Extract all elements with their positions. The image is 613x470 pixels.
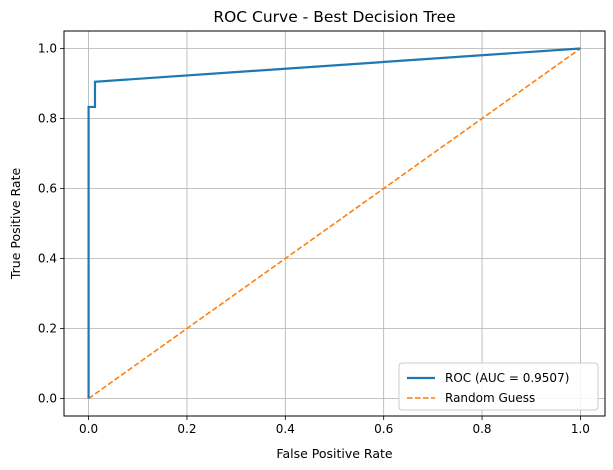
y-tick-label: 0.8 [38, 112, 57, 126]
y-tick-label: 0.6 [38, 182, 57, 196]
x-tick-label: 0.0 [79, 422, 98, 436]
x-tick-label: 1.0 [571, 422, 590, 436]
legend: ROC (AUC = 0.9507) Random Guess [398, 362, 599, 411]
series-layer [87, 47, 581, 400]
y-tick-label: 1.0 [38, 42, 57, 56]
y-axis-label: True Positive Rate [8, 168, 23, 281]
ticks: 0.0 0.2 0.4 0.6 0.8 1.0 0.0 0.2 0.4 0.6 0.8 1.0 [38, 42, 590, 437]
y-tick-label: 0.4 [38, 252, 57, 266]
x-tick-label: 0.2 [177, 422, 196, 436]
legend-label-random-guess: Random Guess [445, 391, 535, 405]
x-tick-label: 0.6 [374, 422, 393, 436]
legend-label-roc: ROC (AUC = 0.9507) [445, 371, 569, 385]
x-tick-label: 0.4 [276, 422, 295, 436]
y-tick-label: 0.0 [38, 392, 57, 406]
legend-box [398, 362, 599, 411]
x-axis-label: False Positive Rate [276, 446, 392, 461]
roc-curve-line [87, 47, 581, 399]
chart-title: ROC Curve - Best Decision Tree [213, 8, 455, 26]
x-tick-label: 0.8 [472, 422, 491, 436]
plot-area-frame [63, 30, 606, 417]
y-tick-label: 0.2 [38, 322, 57, 336]
grid [64, 31, 605, 416]
random-guess-line [88, 47, 581, 400]
